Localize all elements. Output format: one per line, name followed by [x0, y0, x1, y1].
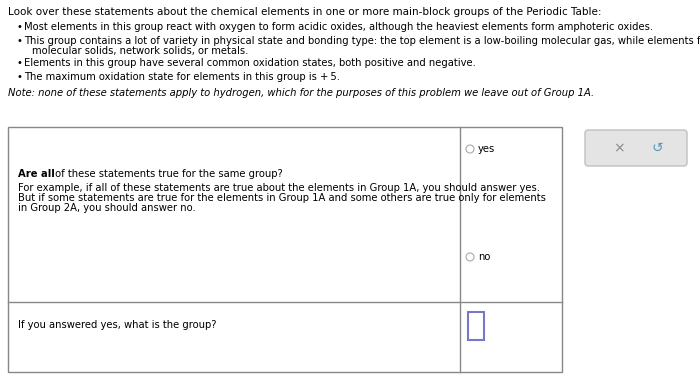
Text: Elements in this group have several common oxidation states, both positive and n: Elements in this group have several comm…: [24, 58, 476, 68]
Text: yes: yes: [478, 144, 496, 154]
Text: This group contains a lot of variety in physical state and bonding type: the top: This group contains a lot of variety in …: [24, 36, 700, 46]
Text: •: •: [16, 58, 22, 68]
Text: ↺: ↺: [651, 141, 663, 155]
Text: The maximum oxidation state for elements in this group is + 5.: The maximum oxidation state for elements…: [24, 72, 340, 82]
Text: Most elements in this group react with oxygen to form acidic oxides, although th: Most elements in this group react with o…: [24, 22, 653, 32]
Text: •: •: [16, 22, 22, 32]
Text: For example, if all of these statements are true about the elements in Group 1A,: For example, if all of these statements …: [18, 183, 540, 193]
Text: But if some statements are true for the elements in Group 1A and some others are: But if some statements are true for the …: [18, 193, 546, 203]
Text: •: •: [16, 36, 22, 46]
Text: If you answered yes, what is the group?: If you answered yes, what is the group?: [18, 320, 216, 330]
Text: Look over these statements about the chemical elements in one or more main-block: Look over these statements about the che…: [8, 7, 601, 17]
Text: •: •: [16, 72, 22, 82]
Text: molecular solids, network solids, or metals.: molecular solids, network solids, or met…: [32, 46, 248, 56]
Text: Are all: Are all: [18, 169, 55, 179]
Text: no: no: [478, 252, 491, 262]
Text: in Group 2A, you should answer no.: in Group 2A, you should answer no.: [18, 203, 196, 213]
Text: Note: none of these statements apply to hydrogen, which for the purposes of this: Note: none of these statements apply to …: [8, 88, 594, 98]
Circle shape: [466, 253, 474, 261]
FancyBboxPatch shape: [585, 130, 687, 166]
Bar: [8, 127, 562, 372]
Text: ×: ×: [613, 141, 624, 155]
Text: of these statements true for the same group?: of these statements true for the same gr…: [52, 169, 283, 179]
Circle shape: [466, 145, 474, 153]
Bar: [468, 312, 484, 340]
